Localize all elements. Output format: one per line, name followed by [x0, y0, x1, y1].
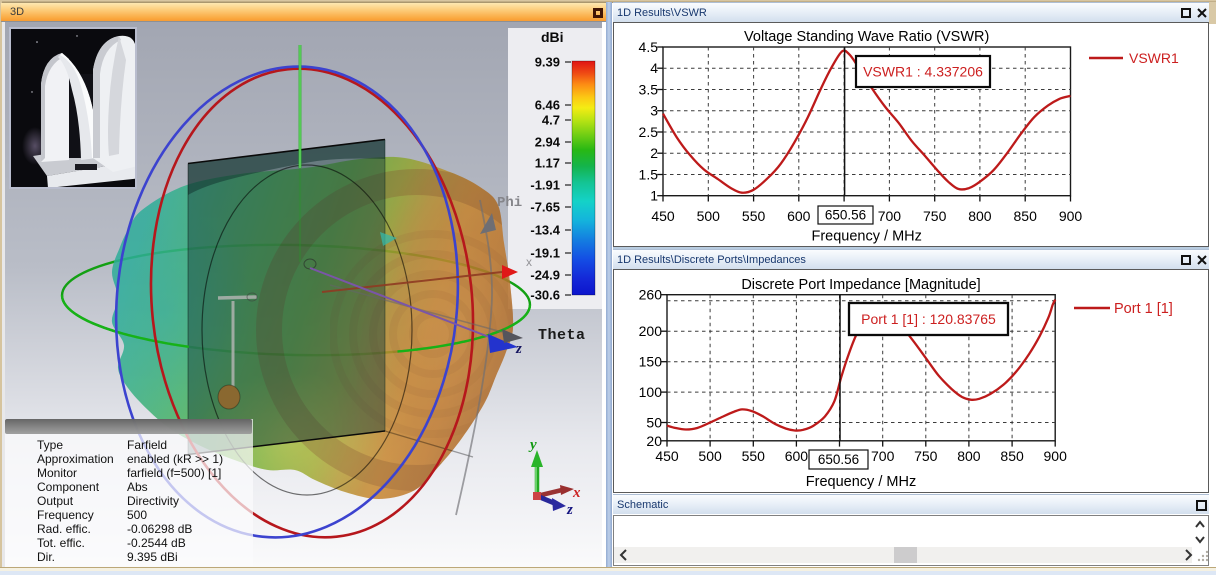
svg-text:Port 1 [1]: Port 1 [1]	[1114, 301, 1173, 317]
svg-text:9.39: 9.39	[535, 55, 560, 70]
svg-text:y: y	[528, 437, 537, 453]
svg-text:450: 450	[655, 448, 679, 464]
svg-text:650.56: 650.56	[825, 208, 866, 223]
svg-text:1.17: 1.17	[535, 156, 560, 171]
svg-text:Voltage Standing Wave Ratio (V: Voltage Standing Wave Ratio (VSWR)	[744, 29, 989, 45]
svg-text:Directivity: Directivity	[127, 494, 179, 508]
svg-text:260: 260	[639, 287, 663, 303]
svg-text:2: 2	[650, 145, 658, 161]
svg-text:800: 800	[968, 208, 992, 224]
svg-text:-24.9: -24.9	[530, 268, 560, 283]
svg-text:Frequency: Frequency	[37, 508, 94, 522]
svg-text:Tot. effic.: Tot. effic.	[37, 536, 85, 550]
svg-text:-7.65: -7.65	[530, 200, 560, 215]
svg-text:Port 1 [1] : 120.83765: Port 1 [1] : 120.83765	[861, 311, 996, 327]
svg-text:Component: Component	[37, 480, 100, 494]
svg-text:farfield (f=500) [1]: farfield (f=500) [1]	[127, 466, 221, 480]
svg-text:Rad. effic.: Rad. effic.	[37, 522, 91, 536]
svg-text:-1.91: -1.91	[530, 178, 560, 193]
svg-text:500: 500	[698, 448, 722, 464]
svg-text:3.5: 3.5	[639, 82, 659, 98]
svg-text:Type: Type	[37, 438, 63, 452]
svg-text:20: 20	[646, 433, 662, 449]
svg-text:150: 150	[639, 354, 663, 370]
svg-text:x: x	[526, 255, 532, 269]
svg-text:450: 450	[651, 208, 675, 224]
svg-text:900: 900	[1059, 208, 1083, 224]
svg-text:-0.2544 dB: -0.2544 dB	[127, 536, 186, 550]
svg-text:-13.4: -13.4	[530, 223, 560, 238]
svg-text:4.7: 4.7	[542, 113, 560, 128]
svg-text:dBi: dBi	[541, 29, 564, 45]
svg-text:2.5: 2.5	[639, 124, 659, 140]
svg-text:Farfield: Farfield	[127, 438, 167, 452]
svg-text:1: 1	[650, 188, 658, 204]
svg-text:Theta: Theta	[538, 327, 586, 344]
svg-text:Frequency / MHz: Frequency / MHz	[806, 474, 916, 490]
svg-text:650.56: 650.56	[818, 452, 859, 467]
svg-text:550: 550	[742, 448, 766, 464]
svg-text:550: 550	[742, 208, 766, 224]
svg-text:9.395 dBi: 9.395 dBi	[127, 550, 178, 564]
svg-text:750: 750	[923, 208, 947, 224]
svg-text:Approximation: Approximation	[37, 452, 114, 466]
svg-text:50: 50	[646, 415, 662, 431]
svg-text:6.46: 6.46	[535, 98, 560, 113]
svg-text:200: 200	[639, 323, 663, 339]
svg-text:800: 800	[957, 448, 981, 464]
svg-text:500: 500	[127, 508, 147, 522]
svg-text:1.5: 1.5	[639, 167, 659, 183]
svg-text:Abs: Abs	[127, 480, 148, 494]
svg-text:z: z	[566, 502, 573, 518]
svg-text:Frequency / MHz: Frequency / MHz	[811, 229, 921, 245]
svg-text:600: 600	[787, 208, 811, 224]
svg-text:100: 100	[639, 384, 663, 400]
svg-text:Monitor: Monitor	[37, 466, 77, 480]
svg-text:4: 4	[650, 60, 658, 76]
svg-text:VSWR1 : 4.337206: VSWR1 : 4.337206	[863, 64, 983, 80]
svg-text:700: 700	[878, 208, 902, 224]
svg-text:VSWR1: VSWR1	[1129, 50, 1179, 66]
svg-text:750: 750	[914, 448, 938, 464]
svg-text:Discrete Port Impedance [Magni: Discrete Port Impedance [Magnitude]	[741, 277, 980, 293]
svg-text:4.5: 4.5	[639, 39, 659, 55]
svg-text:Phi: Phi	[497, 195, 522, 211]
svg-text:3: 3	[650, 103, 658, 119]
svg-text:900: 900	[1044, 448, 1068, 464]
svg-text:enabled (kR >> 1): enabled (kR >> 1)	[127, 452, 223, 466]
svg-text:z: z	[515, 341, 522, 357]
svg-text:500: 500	[697, 208, 721, 224]
svg-text:x: x	[572, 485, 581, 501]
svg-text:-30.6: -30.6	[530, 288, 560, 303]
svg-text:850: 850	[1014, 208, 1038, 224]
svg-text:Dir.: Dir.	[37, 550, 55, 564]
svg-text:2.94: 2.94	[535, 135, 561, 150]
svg-text:Output: Output	[37, 494, 74, 508]
svg-text:850: 850	[1000, 448, 1024, 464]
svg-text:-19.1: -19.1	[530, 246, 560, 261]
svg-text:-0.06298 dB: -0.06298 dB	[127, 522, 192, 536]
svg-text:700: 700	[871, 448, 895, 464]
svg-text:600: 600	[785, 448, 809, 464]
